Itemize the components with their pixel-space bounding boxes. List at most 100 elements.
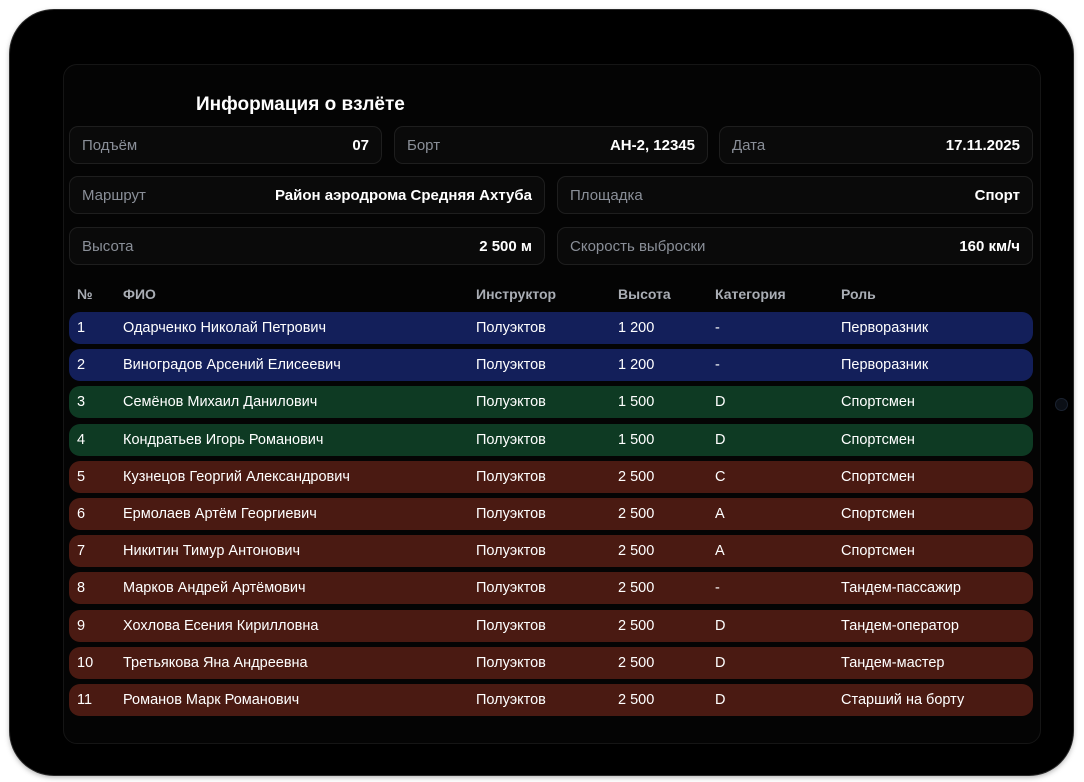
row-instructor: Полуэктов: [476, 654, 546, 671]
row-name: Кондратьев Игорь Романович: [123, 431, 324, 448]
field-label: Подъём: [82, 136, 138, 154]
field-date: Дата 17.11.2025: [719, 126, 1033, 164]
row-role: Старший на борту: [841, 691, 965, 708]
field-speed: Скорость выброски 160 км/ч: [557, 227, 1033, 265]
row-number: 2: [77, 357, 86, 374]
header-name: ФИО: [123, 286, 156, 302]
row-name: Марков Андрей Артёмович: [123, 580, 306, 597]
row-altitude: 2 500: [618, 617, 655, 634]
row-instructor: Полуэктов: [476, 431, 546, 448]
field-board: Борт АН-2, 12345: [394, 126, 708, 164]
row-name: Семёнов Михаил Данилович: [123, 394, 318, 411]
table-row[interactable]: 10 Третьякова Яна Андреевна Полуэктов 2 500…: [69, 646, 1033, 679]
field-value: 160 км/ч: [959, 237, 1020, 255]
row-category: D: [715, 394, 726, 411]
field-value: АН-2, 12345: [609, 136, 695, 154]
table-row[interactable]: 9 Хохлова Есения Кирилловна Полуэктов 2 500…: [69, 609, 1033, 642]
row-category: -: [715, 320, 720, 336]
header-instructor: Инструктор: [476, 286, 557, 302]
row-instructor: Полуэктов: [476, 320, 546, 336]
row-instructor: Полуэктов: [476, 505, 546, 522]
screen: Информация о взлёте Подъём 07 Борт АН-2,…: [63, 64, 1041, 744]
row-instructor: Полуэктов: [476, 543, 546, 560]
field-value: 07: [352, 136, 369, 154]
row-category: A: [715, 543, 725, 560]
row-altitude: 2 500: [618, 543, 655, 560]
row-altitude: 2 500: [618, 580, 655, 597]
row-category: A: [715, 505, 725, 522]
row-role: Тандем-пассажир: [841, 580, 961, 597]
row-category: -: [715, 580, 720, 597]
row-name: Никитин Тимур Антонович: [123, 543, 301, 560]
table-row[interactable]: 5 Кузнецов Георгий Александрович Полуэктов…: [69, 460, 1033, 493]
row-instructor: Полуэктов: [476, 394, 546, 411]
row-category: D: [715, 617, 726, 634]
table-row[interactable]: 4 Кондратьев Игорь Романович Полуэктов 1 50…: [69, 423, 1033, 456]
row-name: Одарченко Николай Петрович: [123, 320, 327, 336]
row-name: Хохлова Есения Кирилловна: [123, 617, 319, 634]
table-row[interactable]: 11 Романов Марк Романович Полуэктов 2 500 D С…: [69, 683, 1033, 716]
field-label: Маршрут: [82, 186, 146, 204]
field-label: Дата: [732, 136, 766, 154]
row-number: 10: [77, 654, 94, 671]
row-instructor: Полуэктов: [476, 357, 546, 374]
row-altitude: 2 500: [618, 691, 655, 708]
tablet-frame: Информация о взлёте Подъём 07 Борт АН-2,…: [10, 10, 1073, 775]
table-row[interactable]: 8 Марков Андрей Артёмович Полуэктов 2 500 - Т…: [69, 572, 1033, 605]
row-altitude: 1 500: [618, 394, 655, 411]
table-header: № ФИО Инструктор Высота Категория Роль: [69, 281, 1033, 307]
row-name: Романов Марк Романович: [123, 691, 300, 708]
header-role: Роль: [841, 286, 876, 302]
row-role: Спортсмен: [841, 394, 915, 411]
row-name: Третьякова Яна Андреевна: [123, 654, 308, 671]
row-instructor: Полуэктов: [476, 617, 546, 634]
row-number: 1: [77, 320, 86, 336]
row-name: Кузнецов Георгий Александрович: [123, 468, 350, 485]
row-number: 3: [77, 394, 86, 411]
row-altitude: 1 200: [618, 357, 655, 374]
table-row[interactable]: 6 Ермолаев Артём Георгиевич Полуэктов 2 500…: [69, 497, 1033, 530]
row-instructor: Полуэктов: [476, 691, 546, 708]
field-label: Высота: [82, 237, 134, 255]
row-number: 11: [77, 691, 93, 708]
row-number: 6: [77, 505, 86, 522]
row-category: D: [715, 654, 726, 671]
row-name: Ермолаев Артём Георгиевич: [123, 505, 317, 522]
row-role: Тандем-оператор: [841, 617, 959, 634]
row-number: 4: [77, 431, 86, 448]
table-row[interactable]: 2 Виноградов Арсений Елисеевич Полуэктов 1 …: [69, 349, 1033, 382]
row-number: 7: [77, 543, 86, 560]
row-altitude: 2 500: [618, 505, 655, 522]
row-altitude: 2 500: [618, 654, 655, 671]
field-lift: Подъём 07: [69, 126, 382, 164]
field-value: 17.11.2025: [945, 136, 1020, 154]
header-number: №: [77, 286, 93, 302]
row-role: Тандем-мастер: [841, 654, 945, 671]
field-label: Борт: [407, 136, 441, 154]
camera-dot: [1055, 398, 1068, 411]
page-title: Информация о взлёте: [196, 94, 405, 115]
row-role: Перворазник: [841, 320, 929, 336]
header-category: Категория: [715, 286, 786, 302]
row-role: Спортсмен: [841, 543, 915, 560]
row-category: -: [715, 357, 720, 374]
row-role: Спортсмен: [841, 468, 915, 485]
row-category: C: [715, 468, 726, 485]
row-role: Спортсмен: [841, 505, 915, 522]
table-row[interactable]: 7 Никитин Тимур Антонович Полуэктов 2 500 A С…: [69, 535, 1033, 568]
row-role: Перворазник: [841, 357, 929, 374]
table-row[interactable]: 3 Семёнов Михаил Данилович Полуэктов 1 500 D…: [69, 386, 1033, 419]
table-row[interactable]: 1 Одарченко Николай Петрович Полуэктов 1 20…: [69, 312, 1033, 344]
field-value: 2 500 м: [479, 237, 532, 255]
row-altitude: 2 500: [618, 468, 655, 485]
row-number: 9: [77, 617, 86, 634]
row-name: Виноградов Арсений Елисеевич: [123, 357, 341, 374]
field-site: Площадка Спорт: [557, 176, 1033, 214]
row-category: D: [715, 691, 726, 708]
field-value: Район аэродрома Средняя Ахтуба: [274, 186, 532, 204]
row-instructor: Полуэктов: [476, 468, 546, 485]
row-altitude: 1 200: [618, 320, 655, 336]
field-altitude: Высота 2 500 м: [69, 227, 545, 265]
row-altitude: 1 500: [618, 431, 655, 448]
row-number: 8: [77, 580, 86, 597]
